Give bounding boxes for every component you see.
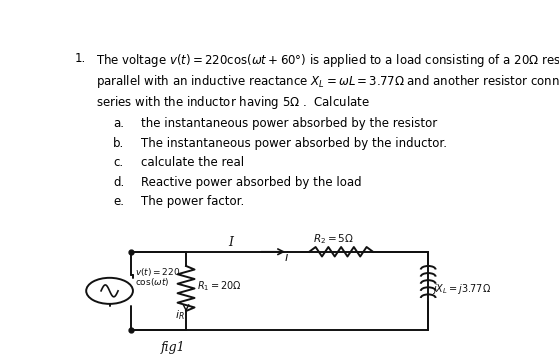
Text: a.: a. [113,117,124,130]
Text: $jX_L{=}j3.77\Omega$: $jX_L{=}j3.77\Omega$ [433,282,491,296]
Text: $i$: $i$ [284,250,289,264]
Text: calculate the real: calculate the real [141,156,244,169]
Text: $v(t){=}220$: $v(t){=}220$ [135,266,181,278]
Text: series with the inductor having 5$\Omega$ .  Calculate: series with the inductor having 5$\Omega… [96,94,369,111]
Text: $i_{R}$: $i_{R}$ [176,308,185,322]
Text: fig1: fig1 [160,341,185,354]
Text: I: I [229,236,234,249]
Text: d.: d. [113,176,125,189]
Text: c.: c. [113,156,124,169]
Text: The voltage $v(t) = 220\cos(\omega t + 60°)$ is applied to a load consisting of : The voltage $v(t) = 220\cos(\omega t + 6… [96,52,559,69]
Text: Reactive power absorbed by the load: Reactive power absorbed by the load [141,176,362,189]
Text: 1.: 1. [74,52,86,65]
Text: The power factor.: The power factor. [141,195,245,209]
Text: e.: e. [113,195,124,209]
Text: b.: b. [113,137,125,150]
Text: $\cos(\omega t)$: $\cos(\omega t)$ [135,276,169,288]
Text: the instantaneous power absorbed by the resistor: the instantaneous power absorbed by the … [141,117,438,130]
Text: $R_1{=}20\Omega$: $R_1{=}20\Omega$ [197,280,241,294]
Text: The instantaneous power absorbed by the inductor.: The instantaneous power absorbed by the … [141,137,447,150]
Text: $R_2{=}5\Omega$: $R_2{=}5\Omega$ [314,232,354,246]
Text: parallel with an inductive reactance $X_L = \omega L = 3.77\Omega$ and another r: parallel with an inductive reactance $X_… [96,73,559,90]
